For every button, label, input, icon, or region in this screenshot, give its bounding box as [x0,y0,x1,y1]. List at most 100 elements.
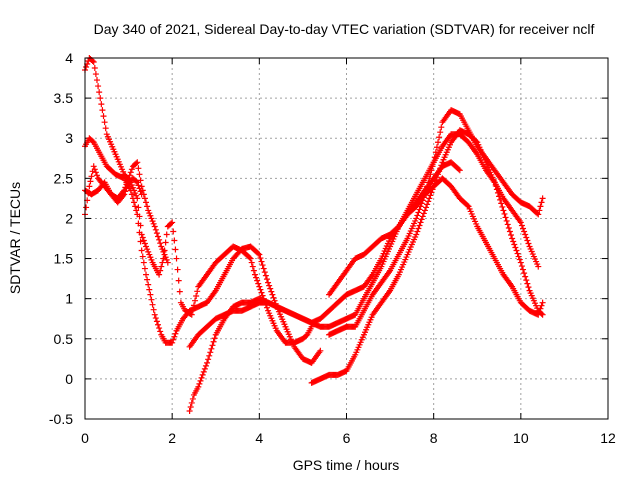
y-tick-label: 3 [65,130,73,146]
data-point-marker [170,336,177,343]
data-point-marker [199,371,206,378]
data-point-marker [253,274,260,281]
data-point-marker [93,172,100,179]
x-tick-label: 4 [255,430,263,446]
data-point-marker [514,250,521,257]
y-tick-label: 0 [65,371,73,387]
data-point-marker [150,220,157,227]
data-point-marker [524,237,531,244]
data-point-marker [192,297,199,304]
data-point-marker [432,149,439,156]
data-point-marker [535,311,542,318]
data-point-marker [538,199,545,206]
data-point-marker [524,280,531,287]
x-tick-label: 8 [430,430,438,446]
data-point-marker [145,207,152,214]
data-point-marker [433,144,440,151]
data-point-marker [521,270,528,277]
data-point-marker [86,183,93,190]
data-point-marker [417,219,424,226]
data-point-marker [159,259,166,266]
data-point-marker [134,211,141,218]
data-point-marker [186,407,193,414]
data-point-marker [271,297,278,304]
data-point-marker [263,304,270,311]
data-point-marker [151,311,158,318]
data-point-marker [139,253,146,260]
data-point-marker [257,255,264,262]
data-point-marker [156,325,163,332]
data-point-marker [464,202,471,209]
data-point-marker [156,271,163,278]
data-point-marker [510,238,517,245]
data-point-marker [140,259,147,266]
data-point-marker [161,251,168,258]
data-point-marker [156,236,163,243]
data-point-marker [437,129,444,136]
data-point-marker [149,301,156,308]
grid-lines [85,58,608,419]
data-point-marker [255,250,262,257]
data-point-marker [513,247,520,254]
x-tick-label: 10 [513,430,529,446]
x-tick-labels: 0 2 4 6 8 10 12 [81,430,616,446]
data-point-marker [210,338,217,345]
data-point-marker [127,169,134,176]
data-point-marker [148,215,155,222]
data-point-marker [147,254,154,261]
data-point-marker [91,166,98,173]
data-point-marker [415,209,422,216]
data-point-marker [155,321,162,328]
data-point-marker [98,101,105,108]
data-point-marker [202,362,209,369]
data-point-marker [425,179,432,186]
data-point-marker [538,302,545,309]
data-point-marker [525,284,532,291]
data-point-marker [438,162,445,169]
data-point-marker [269,291,276,298]
data-point-marker [83,204,90,211]
data-point-marker [317,347,324,354]
data-point-marker [133,207,140,214]
data-point-marker [138,247,145,254]
data-point-marker [131,199,138,206]
data-point-marker [209,342,216,349]
data-point-marker [424,201,431,208]
data-point-marker [188,399,195,406]
data-point-marker [162,239,169,246]
data-point-marker [121,191,128,198]
data-point-marker [143,243,150,250]
data-point-marker [456,167,463,174]
data-point-marker [91,65,98,72]
data-point-marker [92,71,99,78]
data-point-marker [132,190,139,197]
data-point-marker [136,229,143,236]
data-point-marker [135,165,142,172]
data-point-marker [205,356,212,363]
data-point-marker [195,383,202,390]
data-point-marker [176,288,183,295]
data-point-marker [425,198,432,205]
data-point-marker [505,224,512,231]
data-point-marker [172,330,179,337]
data-point-marker [436,134,443,141]
data-point-marker [208,345,215,352]
data-point-marker [260,265,267,272]
data-point-marker [435,139,442,146]
data-point-marker [429,163,436,170]
data-point-marker [211,335,218,342]
data-point-marker [162,254,169,261]
chart-title: Day 340 of 2021, Sidereal Day-to-day VTE… [94,21,595,37]
y-tick-label: 2.5 [54,170,74,186]
data-point-marker [303,332,310,339]
data-point-marker [135,220,142,227]
data-point-marker [250,267,257,274]
data-point-marker [102,125,109,132]
data-point-marker [173,255,180,262]
data-point-marker [88,173,95,180]
data-point-marker [258,258,265,265]
data-point-marker [171,333,178,340]
data-point-marker [150,306,157,313]
data-point-marker [83,64,90,71]
data-point-marker [437,165,444,172]
